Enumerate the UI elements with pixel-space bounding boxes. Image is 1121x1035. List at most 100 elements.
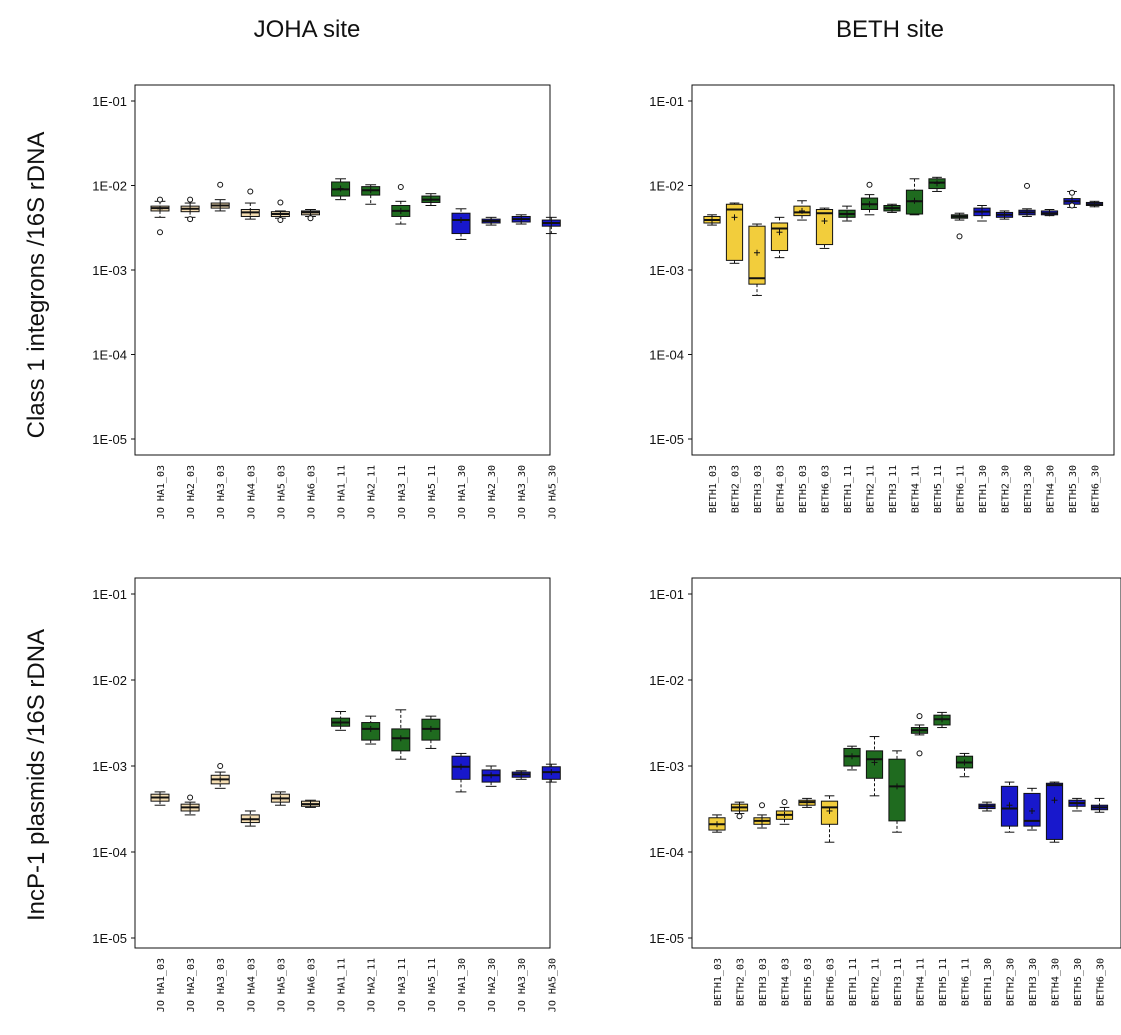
box-beth3_30: BETH3_30 bbox=[1018, 182, 1036, 513]
plot-frame bbox=[691, 577, 1121, 949]
box-joha5_11: JO HA5_11 bbox=[421, 715, 441, 1012]
x-tick-label: BETH4_30 bbox=[1051, 958, 1062, 1006]
box-joha3_30: JO HA3_30 bbox=[511, 770, 531, 1012]
x-tick-label: BETH5_30 bbox=[1068, 465, 1079, 513]
outlier-point bbox=[866, 181, 873, 188]
y-tick-label: 1E-03 bbox=[649, 759, 684, 774]
x-tick-label: BETH1_03 bbox=[708, 465, 719, 513]
x-tick-label: JO HA3_03 bbox=[216, 958, 227, 1012]
outlier-point bbox=[277, 199, 284, 206]
box-beth6_11: BETH6_11 bbox=[955, 752, 974, 1006]
outlier-point bbox=[217, 763, 224, 769]
x-tick-label: JO HA1_11 bbox=[337, 958, 348, 1012]
y-tick-label: 1E-03 bbox=[92, 263, 127, 278]
outlier-point bbox=[1069, 189, 1075, 196]
x-tick-label: BETH2_03 bbox=[736, 958, 747, 1006]
box-beth1_11: BETH1_11 bbox=[843, 745, 861, 1006]
x-tick-label: JO HA3_11 bbox=[397, 958, 408, 1012]
box-beth5_30: BETH5_30 bbox=[1068, 797, 1086, 1006]
x-tick-label: BETH2_11 bbox=[866, 465, 877, 513]
x-tick-label: BETH3_11 bbox=[888, 465, 899, 513]
box-joha3_03: JO HA3_03 bbox=[210, 763, 230, 1012]
y-tick-label: 1E-02 bbox=[649, 179, 684, 194]
y-tick-label: 1E-03 bbox=[92, 759, 127, 774]
x-tick-label: BETH5_11 bbox=[933, 465, 944, 513]
outlier-point bbox=[956, 233, 963, 240]
row-title-incp1-plasmids: IncP-1 plasmids /16S rDNA bbox=[23, 629, 50, 921]
outlier-point bbox=[277, 217, 284, 224]
box-beth6_30: BETH6_30 bbox=[1090, 797, 1109, 1006]
box-beth6_03: BETH6_03 bbox=[815, 207, 834, 513]
x-tick-label: BETH6_03 bbox=[826, 958, 837, 1006]
box-beth5_03: BETH5_03 bbox=[793, 200, 811, 513]
box-beth1_03: BETH1_03 bbox=[703, 214, 721, 513]
y-tick-label: 1E-04 bbox=[92, 348, 127, 363]
y-tick-label: 1E-01 bbox=[92, 587, 127, 602]
y-tick-label: 1E-01 bbox=[649, 94, 684, 109]
box-joha2_03: JO HA2_03 bbox=[180, 196, 200, 519]
box-joha5_03: JO HA5_03 bbox=[270, 791, 290, 1012]
x-tick-label: BETH4_11 bbox=[911, 465, 922, 513]
x-tick-label: JO HA3_03 bbox=[216, 465, 227, 519]
x-tick-label: JO HA1_30 bbox=[457, 958, 468, 1012]
y-tick-label: 1E-05 bbox=[92, 432, 127, 447]
y-tick-label: 1E-04 bbox=[92, 845, 127, 860]
plot-frame bbox=[134, 84, 551, 456]
outlier-point bbox=[157, 196, 163, 203]
box-beth4_11: BETH4_11 bbox=[905, 178, 924, 513]
box-joha1_03: JO HA1_03 bbox=[150, 791, 170, 1012]
x-tick-label: BETH1_03 bbox=[713, 958, 724, 1006]
outlier-point bbox=[187, 216, 194, 223]
box-joha5_03: JO HA5_03 bbox=[270, 199, 290, 519]
box-joha1_30: JO HA1_30 bbox=[451, 208, 471, 519]
x-tick-label: JO HA1_30 bbox=[457, 465, 468, 519]
x-tick-label: BETH6_30 bbox=[1091, 465, 1102, 513]
chart-panel-2: 1E-01 1E-02 1E-03 1E-04 1E-05 BETH1_03 BETH2_0… bbox=[649, 84, 1115, 513]
x-tick-label: BETH3_03 bbox=[753, 465, 764, 513]
box-joha1_30: JO HA1_30 bbox=[451, 752, 471, 1012]
box-joha1_11: JO HA1_11 bbox=[331, 178, 351, 519]
x-tick-label: BETH5_03 bbox=[798, 465, 809, 513]
x-tick-label: BETH6_11 bbox=[961, 958, 972, 1006]
x-tick-label: JO HA5_30 bbox=[547, 958, 558, 1012]
box-body bbox=[725, 203, 744, 261]
box-beth2_30: BETH2_30 bbox=[995, 210, 1014, 513]
box-beth6_30: BETH6_30 bbox=[1085, 200, 1104, 513]
x-tick-label: BETH2_30 bbox=[1001, 465, 1012, 513]
box-beth3_30: BETH3_30 bbox=[1023, 787, 1041, 1006]
box-beth2_11: BETH2_11 bbox=[860, 181, 879, 513]
outlier-point bbox=[157, 229, 163, 236]
column-title-beth: BETH site bbox=[836, 16, 944, 43]
x-tick-label: BETH4_30 bbox=[1046, 465, 1057, 513]
box-joha5_11: JO HA5_11 bbox=[421, 193, 441, 519]
row-title-class1-integrons: Class 1 integrons /16S rDNA bbox=[23, 132, 50, 439]
box-joha2_30: JO HA2_30 bbox=[481, 216, 501, 519]
x-tick-label: BETH4_03 bbox=[781, 958, 792, 1006]
outlier-point bbox=[187, 794, 194, 801]
x-tick-label: JO HA4_03 bbox=[246, 958, 257, 1012]
x-tick-label: JO HA2_30 bbox=[487, 958, 498, 1012]
chart-panel-1: 1E-01 1E-02 1E-03 1E-04 1E-05 JO HA1_03 JO HA2… bbox=[92, 84, 561, 519]
x-tick-label: JO HA3_30 bbox=[517, 465, 528, 519]
x-tick-label: BETH5_11 bbox=[938, 958, 949, 1006]
x-tick-label: BETH1_30 bbox=[978, 465, 989, 513]
x-tick-label: JO HA3_30 bbox=[517, 958, 528, 1012]
x-tick-label: BETH5_30 bbox=[1073, 958, 1084, 1006]
box-joha6_03: JO HA6_03 bbox=[301, 208, 320, 519]
x-tick-label: BETH2_30 bbox=[1006, 958, 1017, 1006]
x-tick-label: JO HA2_11 bbox=[367, 465, 378, 519]
box-joha2_03: JO HA2_03 bbox=[180, 794, 200, 1012]
outlier-point bbox=[736, 813, 743, 820]
outlier-point bbox=[217, 181, 224, 188]
box-beth2_03: BETH2_03 bbox=[725, 202, 744, 513]
x-tick-label: JO HA5_11 bbox=[427, 465, 438, 519]
box-body bbox=[888, 758, 906, 822]
box-body bbox=[770, 222, 789, 252]
box-beth2_03: BETH2_03 bbox=[730, 801, 749, 1006]
box-body bbox=[451, 212, 471, 235]
box-beth4_03: BETH4_03 bbox=[775, 799, 794, 1006]
box-joha1_03: JO HA1_03 bbox=[150, 196, 170, 519]
box-body bbox=[815, 208, 834, 246]
x-tick-label: JO HA1_03 bbox=[156, 465, 167, 519]
